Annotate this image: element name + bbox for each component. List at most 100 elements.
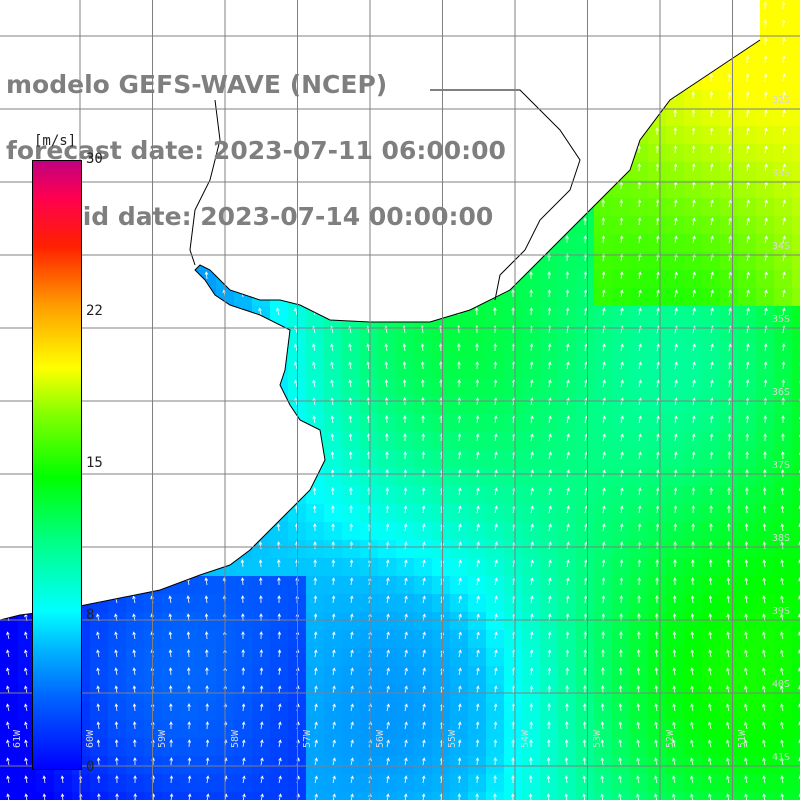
wind-speed-cell bbox=[720, 720, 739, 739]
wind-speed-cell bbox=[504, 612, 523, 631]
wind-speed-cell bbox=[792, 540, 800, 559]
wind-speed-cell bbox=[738, 306, 757, 325]
wind-speed-cell bbox=[522, 288, 541, 307]
wind-speed-cell bbox=[342, 648, 361, 667]
wind-speed-cell bbox=[594, 198, 613, 217]
wind-speed-cell bbox=[432, 720, 451, 739]
wind-speed-cell bbox=[738, 594, 757, 613]
wind-speed-cell bbox=[504, 414, 523, 433]
wind-speed-cell bbox=[396, 342, 415, 361]
wind-speed-cell bbox=[756, 288, 775, 307]
wind-speed-cell bbox=[792, 54, 800, 73]
wind-speed-cell bbox=[396, 540, 415, 559]
wind-speed-cell bbox=[324, 522, 343, 541]
wind-speed-cell bbox=[180, 738, 199, 757]
wind-speed-cell bbox=[792, 288, 800, 307]
wind-arrow bbox=[763, 1, 767, 10]
wind-speed-cell bbox=[342, 612, 361, 631]
wind-speed-cell bbox=[504, 486, 523, 505]
wind-speed-cell bbox=[720, 468, 739, 487]
wind-speed-cell bbox=[468, 468, 487, 487]
wind-speed-cell bbox=[342, 360, 361, 379]
wind-speed-cell bbox=[378, 378, 397, 397]
wind-speed-cell bbox=[702, 468, 721, 487]
wind-speed-cell bbox=[432, 774, 451, 793]
wind-speed-cell bbox=[414, 738, 433, 757]
wind-speed-cell bbox=[612, 612, 631, 631]
wind-speed-cell bbox=[432, 576, 451, 595]
wind-speed-cell bbox=[468, 612, 487, 631]
wind-speed-cell bbox=[504, 558, 523, 577]
wind-speed-cell bbox=[630, 702, 649, 721]
wind-speed-cell bbox=[324, 468, 343, 487]
wind-speed-cell bbox=[342, 738, 361, 757]
wind-speed-cell bbox=[558, 504, 577, 523]
wind-speed-cell bbox=[252, 648, 271, 667]
wind-speed-cell bbox=[576, 378, 595, 397]
wind-speed-cell bbox=[612, 306, 631, 325]
wind-speed-cell bbox=[720, 648, 739, 667]
wind-speed-cell bbox=[450, 486, 469, 505]
wind-speed-cell bbox=[198, 738, 217, 757]
wind-speed-cell bbox=[504, 630, 523, 649]
wind-speed-cell bbox=[774, 0, 793, 19]
wind-speed-cell bbox=[774, 612, 793, 631]
wind-speed-cell bbox=[756, 738, 775, 757]
wind-speed-cell bbox=[792, 738, 800, 757]
wind-speed-cell bbox=[252, 774, 271, 793]
wind-speed-cell bbox=[684, 108, 703, 127]
wind-speed-cell bbox=[648, 792, 667, 800]
wind-speed-cell bbox=[126, 612, 145, 631]
wind-speed-cell bbox=[504, 450, 523, 469]
wind-speed-cell bbox=[198, 666, 217, 685]
wind-speed-cell bbox=[324, 342, 343, 361]
wind-speed-cell bbox=[522, 306, 541, 325]
wind-speed-cell bbox=[756, 378, 775, 397]
wind-speed-cell bbox=[522, 738, 541, 757]
wind-speed-cell bbox=[666, 108, 685, 127]
wind-arrow bbox=[781, 19, 786, 28]
wind-speed-cell bbox=[630, 720, 649, 739]
wind-speed-cell bbox=[306, 378, 325, 397]
wind-speed-cell bbox=[666, 630, 685, 649]
wind-speed-cell bbox=[144, 774, 163, 793]
wind-speed-cell bbox=[414, 486, 433, 505]
wind-speed-cell bbox=[612, 450, 631, 469]
wind-speed-cell bbox=[126, 666, 145, 685]
wind-speed-cell bbox=[522, 270, 541, 289]
colorbar-tick-22: 22 bbox=[86, 303, 103, 319]
wind-speed-cell bbox=[720, 378, 739, 397]
wind-speed-cell bbox=[558, 450, 577, 469]
wind-speed-cell bbox=[630, 198, 649, 217]
wind-speed-cell bbox=[648, 162, 667, 181]
wind-speed-cell bbox=[684, 144, 703, 163]
wind-speed-cell bbox=[594, 594, 613, 613]
wind-speed-cell bbox=[594, 774, 613, 793]
wind-speed-cell bbox=[684, 648, 703, 667]
wind-speed-cell bbox=[432, 738, 451, 757]
wind-speed-cell bbox=[540, 468, 559, 487]
wind-speed-cell bbox=[54, 774, 73, 793]
wind-speed-cell bbox=[792, 72, 800, 91]
wind-speed-cell bbox=[378, 522, 397, 541]
wind-speed-cell bbox=[756, 432, 775, 451]
wind-speed-cell bbox=[324, 396, 343, 415]
wind-speed-cell bbox=[774, 774, 793, 793]
wind-speed-cell bbox=[432, 432, 451, 451]
wind-speed-cell bbox=[270, 648, 289, 667]
wind-speed-cell bbox=[486, 720, 505, 739]
wind-speed-cell bbox=[756, 108, 775, 127]
wind-speed-cell bbox=[396, 360, 415, 379]
wind-speed-cell bbox=[738, 360, 757, 379]
colorbar bbox=[32, 160, 82, 770]
wind-speed-cell bbox=[720, 414, 739, 433]
wind-speed-cell bbox=[540, 306, 559, 325]
wind-speed-cell bbox=[234, 612, 253, 631]
wind-speed-cell bbox=[540, 720, 559, 739]
wind-speed-cell bbox=[144, 666, 163, 685]
wind-speed-cell bbox=[702, 270, 721, 289]
wind-speed-cell bbox=[450, 342, 469, 361]
wind-speed-cell bbox=[468, 486, 487, 505]
wind-speed-cell bbox=[558, 306, 577, 325]
wind-speed-cell bbox=[756, 0, 775, 19]
